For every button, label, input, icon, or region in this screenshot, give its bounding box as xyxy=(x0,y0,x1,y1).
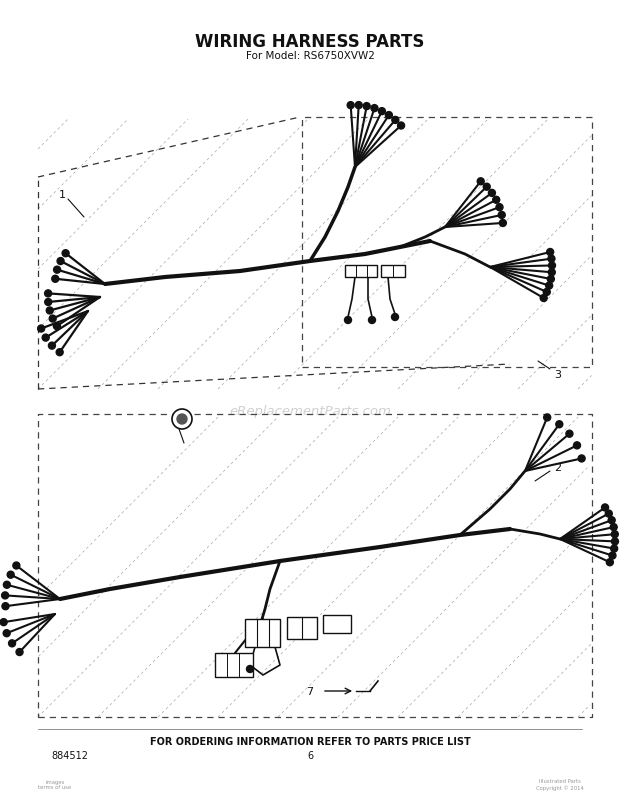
Circle shape xyxy=(172,410,192,430)
Circle shape xyxy=(610,524,617,531)
Circle shape xyxy=(548,256,555,263)
Circle shape xyxy=(547,276,554,283)
Circle shape xyxy=(48,343,55,349)
Circle shape xyxy=(611,531,618,538)
Circle shape xyxy=(2,592,9,599)
Text: Illustrated Parts
Copyright © 2014: Illustrated Parts Copyright © 2014 xyxy=(536,778,584,790)
Text: FOR ORDERING INFORMATION REFER TO PARTS PRICE LIST: FOR ORDERING INFORMATION REFER TO PARTS … xyxy=(149,736,471,746)
Circle shape xyxy=(601,504,609,512)
Circle shape xyxy=(62,251,69,258)
Circle shape xyxy=(3,630,10,637)
Circle shape xyxy=(566,430,573,438)
Circle shape xyxy=(496,205,503,211)
Circle shape xyxy=(53,323,60,330)
Circle shape xyxy=(609,552,616,560)
Circle shape xyxy=(578,455,585,463)
Circle shape xyxy=(606,559,613,566)
Circle shape xyxy=(45,291,51,297)
Circle shape xyxy=(355,103,362,109)
Bar xyxy=(245,619,280,647)
Circle shape xyxy=(574,442,580,450)
Bar xyxy=(381,266,405,278)
Circle shape xyxy=(605,511,613,517)
Circle shape xyxy=(489,190,495,198)
Circle shape xyxy=(611,538,618,545)
Text: 3: 3 xyxy=(554,369,562,380)
Circle shape xyxy=(0,619,7,626)
Circle shape xyxy=(3,581,11,589)
Circle shape xyxy=(46,308,53,315)
Circle shape xyxy=(493,197,500,204)
Circle shape xyxy=(397,123,405,130)
Circle shape xyxy=(477,178,484,185)
Circle shape xyxy=(540,296,547,302)
Circle shape xyxy=(498,212,505,219)
Circle shape xyxy=(611,545,618,552)
Circle shape xyxy=(386,112,392,120)
Circle shape xyxy=(16,649,23,656)
Bar xyxy=(215,653,253,677)
Circle shape xyxy=(544,414,551,422)
Circle shape xyxy=(49,316,56,323)
Circle shape xyxy=(608,517,615,524)
Circle shape xyxy=(7,572,14,578)
Text: eReplacementParts.com: eReplacementParts.com xyxy=(229,405,391,418)
Circle shape xyxy=(9,640,16,647)
Circle shape xyxy=(378,108,386,116)
Circle shape xyxy=(42,335,49,342)
Circle shape xyxy=(38,325,45,332)
Circle shape xyxy=(543,289,551,296)
Text: WIRING HARNESS PARTS: WIRING HARNESS PARTS xyxy=(195,33,425,51)
Circle shape xyxy=(547,249,554,256)
Text: 1: 1 xyxy=(58,190,66,200)
Circle shape xyxy=(391,314,399,321)
Circle shape xyxy=(392,117,399,124)
Circle shape xyxy=(52,276,59,283)
Text: 884512: 884512 xyxy=(51,750,89,760)
Circle shape xyxy=(2,603,9,610)
Bar xyxy=(345,266,377,278)
Text: 2: 2 xyxy=(554,463,562,472)
Circle shape xyxy=(371,105,378,112)
Circle shape xyxy=(483,184,490,191)
Circle shape xyxy=(347,103,354,109)
Circle shape xyxy=(549,263,556,270)
Circle shape xyxy=(45,299,51,306)
Circle shape xyxy=(546,283,552,290)
Bar xyxy=(323,615,351,634)
Circle shape xyxy=(13,562,20,569)
Text: For Model: RS6750XVW2: For Model: RS6750XVW2 xyxy=(246,51,374,61)
Circle shape xyxy=(247,666,254,673)
Circle shape xyxy=(56,349,63,357)
Circle shape xyxy=(177,414,187,425)
Text: images
terms of use: images terms of use xyxy=(38,779,71,789)
Text: 7: 7 xyxy=(306,686,314,696)
Circle shape xyxy=(363,104,370,111)
Circle shape xyxy=(345,317,352,324)
Circle shape xyxy=(368,317,376,324)
Text: 6: 6 xyxy=(307,750,313,760)
Circle shape xyxy=(499,220,507,227)
Circle shape xyxy=(53,267,61,274)
Circle shape xyxy=(548,270,556,276)
Bar xyxy=(287,618,317,639)
Circle shape xyxy=(556,422,563,428)
Circle shape xyxy=(57,259,64,265)
